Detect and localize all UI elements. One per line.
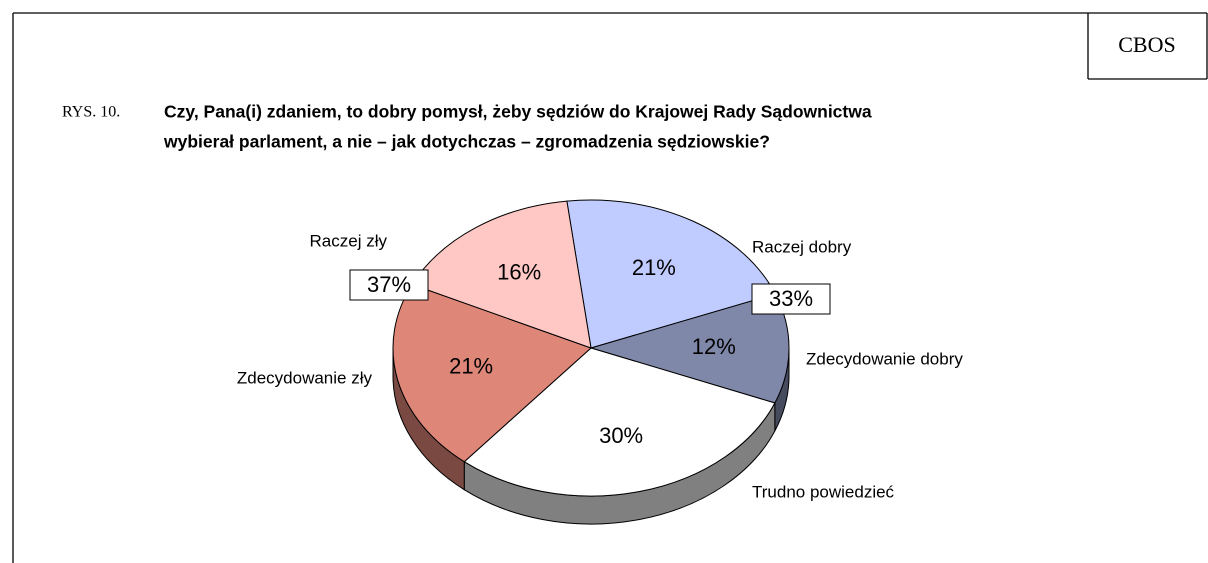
pie: 21% 12% 30% 21% 16% Raczej dobry Zdecydowanie … — [237, 199, 963, 525]
category-label: Raczej zły — [310, 231, 388, 250]
category-label: Raczej dobry — [752, 237, 852, 256]
value-label: 30% — [599, 423, 643, 448]
slice — [566, 199, 777, 349]
category-label: Trudno powiedzieć — [752, 482, 895, 501]
frame — [12, 12, 1208, 563]
slice — [392, 283, 592, 463]
slice — [463, 347, 776, 497]
category-label: Zdecydowanie zły — [237, 368, 373, 387]
value-label: 12% — [692, 334, 736, 359]
brand: CBOS — [1118, 32, 1175, 57]
group-total-box — [349, 269, 429, 301]
value-label: 16% — [497, 259, 541, 284]
group-total-box — [751, 283, 831, 315]
value-label: 21% — [449, 354, 493, 379]
figure-number: RYS. 10. — [62, 104, 120, 121]
group-total: 33% — [769, 286, 813, 311]
category-label: Zdecydowanie dobry — [806, 349, 963, 368]
value-label: 21% — [632, 255, 676, 280]
chart-title: Czy, Pana(i) zdaniem, to dobry pomysł, ż… — [164, 102, 872, 122]
chart-title: wybierał parlament, a nie – jak dotychcz… — [163, 132, 770, 152]
group-total: 37% — [367, 272, 411, 297]
